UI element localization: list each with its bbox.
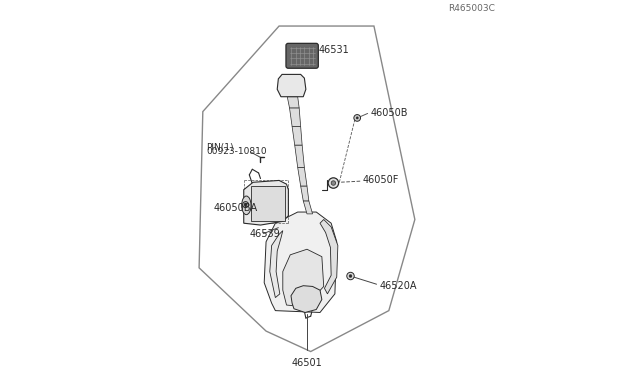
Polygon shape bbox=[287, 97, 299, 108]
Circle shape bbox=[328, 178, 339, 188]
Circle shape bbox=[356, 117, 358, 119]
Text: R465003C: R465003C bbox=[448, 4, 495, 13]
Text: 46539: 46539 bbox=[250, 230, 280, 239]
Text: 00923-10810: 00923-10810 bbox=[207, 147, 267, 156]
Circle shape bbox=[331, 181, 335, 185]
Polygon shape bbox=[294, 145, 305, 167]
FancyBboxPatch shape bbox=[251, 186, 285, 221]
Circle shape bbox=[347, 272, 354, 280]
Text: 46050BA: 46050BA bbox=[214, 203, 258, 213]
Polygon shape bbox=[277, 74, 306, 97]
Circle shape bbox=[243, 202, 248, 208]
Polygon shape bbox=[301, 186, 309, 201]
Polygon shape bbox=[292, 126, 302, 145]
Polygon shape bbox=[264, 212, 337, 312]
Polygon shape bbox=[291, 286, 322, 312]
Text: 46520A: 46520A bbox=[380, 282, 417, 291]
Polygon shape bbox=[270, 231, 283, 298]
Text: 46531: 46531 bbox=[318, 45, 349, 55]
FancyBboxPatch shape bbox=[286, 44, 318, 68]
Text: 46050F: 46050F bbox=[363, 176, 399, 185]
Text: PIN(1): PIN(1) bbox=[207, 143, 234, 152]
Text: 46501: 46501 bbox=[292, 358, 323, 368]
Circle shape bbox=[244, 203, 247, 206]
Polygon shape bbox=[298, 167, 307, 186]
Text: 46050B: 46050B bbox=[370, 109, 408, 118]
Ellipse shape bbox=[242, 196, 251, 215]
Circle shape bbox=[349, 275, 352, 278]
Polygon shape bbox=[283, 249, 324, 307]
Polygon shape bbox=[289, 108, 301, 126]
Polygon shape bbox=[244, 180, 289, 225]
Circle shape bbox=[354, 115, 360, 121]
Polygon shape bbox=[320, 219, 338, 294]
Polygon shape bbox=[303, 201, 312, 214]
